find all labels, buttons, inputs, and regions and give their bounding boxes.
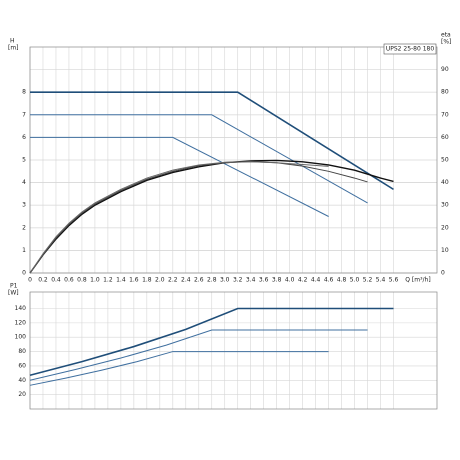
y-tick-label: 0 [22, 270, 26, 277]
y-tick-label: 80 [18, 348, 26, 355]
x-tick-label: 2.8 [207, 277, 217, 284]
x-tick-label: 3.8 [272, 277, 282, 284]
x-axis-label: Q [m³/h] [405, 277, 430, 284]
x-tick-label: 4.0 [285, 277, 295, 284]
x-tick-label: 3.2 [233, 277, 243, 284]
curve [29, 329, 368, 381]
curve [29, 161, 368, 274]
x-tick-label: 5.6 [389, 277, 399, 284]
curve [29, 161, 329, 274]
y2-tick-label: 40 [441, 179, 449, 186]
y-tick-label: 7 [22, 111, 26, 118]
x-tick-label: 2.2 [168, 277, 178, 284]
x-tick-label: 0.8 [77, 277, 87, 284]
y-axis-label: P1 [10, 283, 18, 290]
x-tick-label: 5.4 [376, 277, 386, 284]
x-tick-label: 2.4 [181, 277, 191, 284]
x-tick-label: 0.2 [38, 277, 48, 284]
y2-tick-label: 60 [441, 134, 449, 141]
label-box [383, 43, 437, 55]
curve [29, 159, 394, 274]
y2-tick-label: 0 [441, 270, 445, 277]
curve [30, 136, 329, 217]
y2-tick-label: 80 [441, 89, 449, 96]
plot-frame [29, 291, 438, 410]
y2-tick-label: 90 [441, 66, 449, 73]
x-tick-label: 1.2 [103, 277, 113, 284]
y2-tick-label: 30 [441, 202, 449, 209]
x-tick-label: 4.6 [324, 277, 334, 284]
y-tick-label: 60 [18, 362, 26, 369]
y-tick-label: 120 [15, 319, 27, 326]
x-tick-label: 0.4 [51, 277, 61, 284]
x-tick-label: 5.2 [363, 277, 373, 284]
x-tick-label: 2.6 [194, 277, 204, 284]
y-tick-label: 2 [22, 224, 26, 231]
x-tick-label: 4.4 [311, 277, 321, 284]
x-tick-label: 3.4 [246, 277, 256, 284]
x-tick-label: 4.2 [298, 277, 308, 284]
y-tick-label: 140 [15, 305, 27, 312]
y2-tick-label: 70 [441, 111, 449, 118]
y-tick-label: 3 [22, 202, 26, 209]
x-tick-label: 1.4 [116, 277, 126, 284]
x-tick-label: 1.0 [90, 277, 100, 284]
y-tick-label: 5 [22, 157, 26, 164]
x-tick-label: 0 [28, 277, 32, 284]
y-axis-unit: [W] [8, 290, 19, 297]
y-tick-label: 40 [18, 377, 26, 384]
x-tick-label: 4.8 [337, 277, 347, 284]
y-axis-label: H [10, 38, 15, 45]
x-tick-label: 1.8 [142, 277, 152, 284]
y-tick-label: 8 [22, 89, 26, 96]
y-tick-label: 100 [15, 334, 27, 341]
x-tick-label: 0.6 [64, 277, 74, 284]
x-tick-label: 3.0 [220, 277, 230, 284]
plot-frame [29, 46, 438, 274]
y2-axis-label: eta [441, 32, 451, 39]
x-tick-label: 3.6 [259, 277, 269, 284]
y2-tick-label: 20 [441, 224, 449, 231]
y2-tick-label: 50 [441, 157, 449, 164]
x-tick-label: 5.0 [350, 277, 360, 284]
curve [29, 307, 394, 377]
y-tick-label: 20 [18, 391, 26, 398]
y-tick-label: 1 [22, 247, 26, 254]
y2-axis-unit: [%] [441, 39, 451, 46]
y-tick-label: 6 [22, 134, 26, 141]
curve [30, 114, 368, 204]
y-tick-label: 4 [22, 179, 26, 186]
curve [30, 91, 394, 191]
y2-tick-label: 10 [441, 247, 449, 254]
x-tick-label: 2.0 [155, 277, 165, 284]
y-axis-unit: [m] [8, 45, 19, 52]
x-tick-label: 1.6 [129, 277, 139, 284]
chart-label: UPS2 25-80 180 [386, 46, 435, 53]
curve [29, 351, 329, 386]
